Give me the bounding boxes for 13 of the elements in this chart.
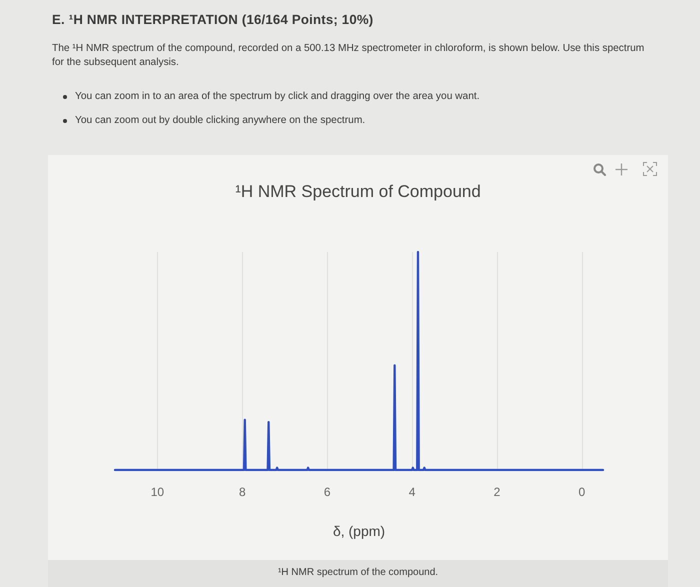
x-axis-title: δ, (ppm) [332,523,386,539]
x-tick-label: 0 [578,485,586,499]
chart-title: ¹H NMR Spectrum of Compound [235,182,481,201]
text: You can zoom in to an area of the spectrum by click and dragging over the area you want. [75,90,480,104]
text: ¹H NMR spectrum of the compound. [276,567,440,578]
text: You can zoom out by double clicking anywhere on the spectrum. [75,114,366,128]
x-tick-label: 8 [238,485,246,499]
x-tick-label: 6 [324,485,331,499]
text: E. ¹H NMR INTERPRETATION (16/164 Points; 10%) [52,12,374,27]
x-tick-label: 2 [494,485,501,499]
x-tick-label: 10 [150,485,164,499]
text: The ¹H NMR spectrum of the compound, recorded on a 500.13 MHz spectrometer in chloroform, is shown below. Use this spectrum for the subsequent analysis. [52,42,646,70]
x-tick-label: 4 [408,485,416,499]
